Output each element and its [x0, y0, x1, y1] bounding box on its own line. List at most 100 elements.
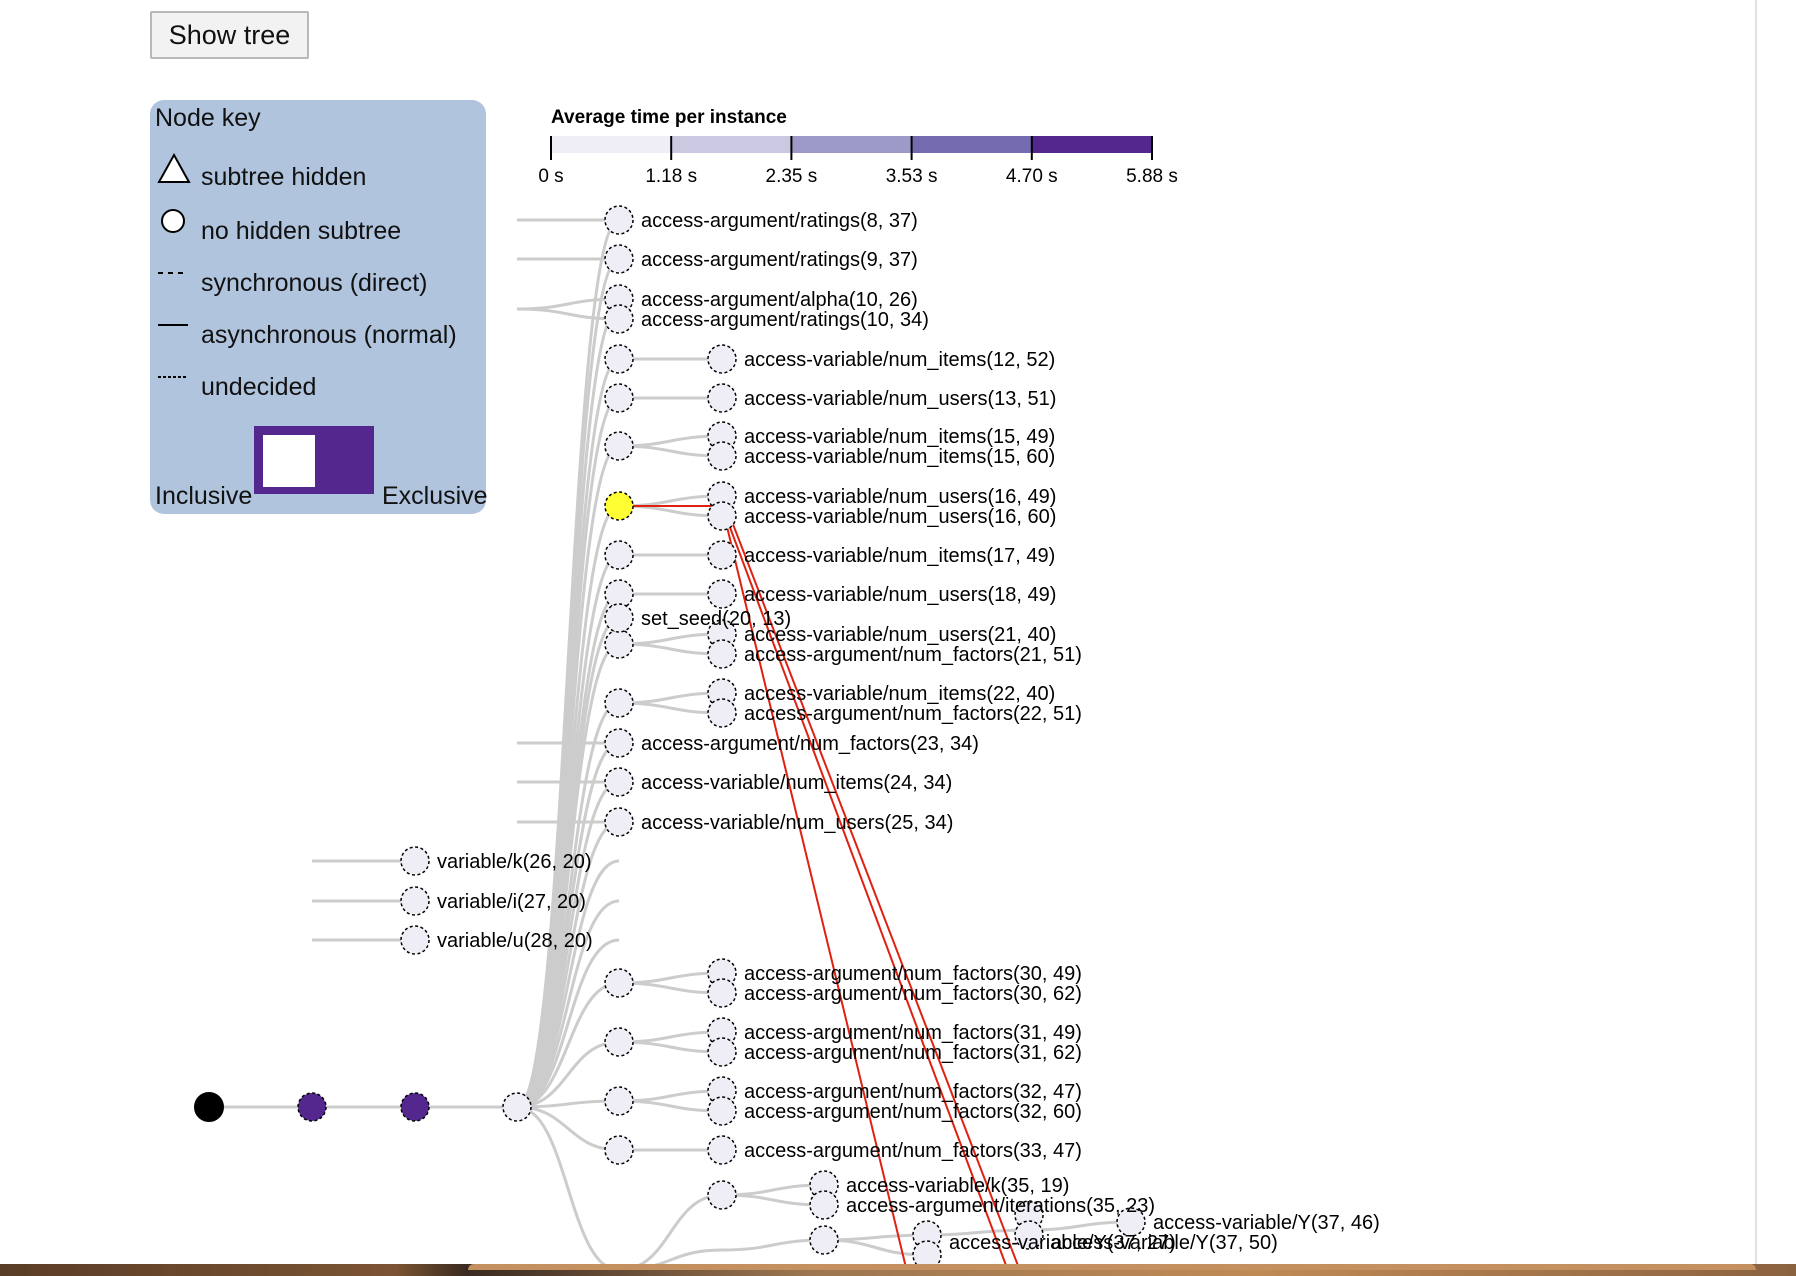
show-tree-button[interactable]: Show tree — [150, 11, 309, 59]
tree-node[interactable] — [297, 1092, 327, 1122]
tree-link — [1028, 1220, 1132, 1232]
node-label: access-argument/ratings(8, 37) — [641, 210, 918, 232]
tree-link — [618, 1040, 723, 1054]
node-label: variable/u(28, 20) — [437, 930, 593, 952]
node-label: access-variable/num_users(16, 49) — [744, 486, 1056, 508]
tree-node[interactable] — [809, 1225, 839, 1255]
leaf-node[interactable] — [809, 1170, 839, 1200]
tree-link — [721, 1193, 825, 1207]
leaf-node[interactable] — [400, 886, 430, 916]
tree-node[interactable] — [1014, 1200, 1044, 1230]
leaf-node[interactable] — [707, 540, 737, 570]
leaf-node[interactable] — [707, 501, 737, 531]
tree-node[interactable] — [604, 629, 634, 659]
leaf-node[interactable] — [604, 244, 634, 274]
leaf-node[interactable] — [707, 1037, 737, 1067]
key-no-hidden-subtree: no hidden subtree — [201, 217, 402, 245]
leaf-node[interactable] — [1116, 1207, 1146, 1237]
leaf-node[interactable] — [707, 383, 737, 413]
highlighted-node[interactable] — [604, 491, 634, 521]
circle-icon — [161, 209, 185, 233]
legend-swatch — [791, 136, 912, 153]
leaf-node[interactable] — [604, 728, 634, 758]
node-label: access-argument/num_factors(22, 51) — [744, 703, 1082, 725]
tree-node[interactable] — [604, 431, 634, 461]
tree-link — [618, 494, 723, 508]
leaf-node[interactable] — [707, 678, 737, 708]
tree-link — [721, 1183, 825, 1197]
leaf-node[interactable] — [707, 1017, 737, 1047]
tree-link — [618, 1099, 723, 1113]
legend-swatch — [671, 136, 792, 153]
node-label: access-argument/num_factors(23, 34) — [641, 733, 979, 755]
leaf-node[interactable] — [604, 603, 634, 633]
node-label: access-argument/num_factors(30, 62) — [744, 983, 1082, 1005]
path-line — [725, 505, 1023, 1276]
node-label: access-variable/num_items(24, 34) — [641, 772, 952, 794]
highlighted-path — [619, 505, 1023, 1276]
tree-node[interactable] — [1014, 1220, 1044, 1250]
leaf-node[interactable] — [604, 205, 634, 235]
node-label: access-variable/num_items(15, 60) — [744, 446, 1055, 468]
tree-node[interactable] — [604, 688, 634, 718]
leaf-node[interactable] — [400, 846, 430, 876]
tree-node[interactable] — [604, 383, 634, 413]
leaf-node[interactable] — [707, 1076, 737, 1106]
leaf-node[interactable] — [707, 978, 737, 1008]
tree-link — [618, 504, 723, 518]
leaf-node[interactable] — [707, 619, 737, 649]
leaf-node[interactable] — [707, 639, 737, 669]
node-label: variable/i(27, 20) — [437, 891, 586, 913]
leaf-node[interactable] — [707, 441, 737, 471]
tree-node[interactable] — [707, 1180, 737, 1210]
node-label: access-variable/num_users(16, 60) — [744, 506, 1056, 528]
leaf-node[interactable] — [400, 925, 430, 955]
leaf-node[interactable] — [604, 807, 634, 837]
node-label: access-variable/Y(37, 50) — [1051, 1232, 1278, 1254]
node-label: access-variable/Y(37, 27) — [949, 1232, 1176, 1254]
tree-link — [721, 1238, 825, 1252]
leaf-node[interactable] — [604, 767, 634, 797]
key-asynchronous: asynchronous (normal) — [201, 321, 457, 349]
legend-swatch — [911, 136, 1032, 153]
leaf-node[interactable] — [707, 481, 737, 511]
legend-title: Average time per instance — [551, 107, 787, 128]
key-synchronous: synchronous (direct) — [201, 269, 428, 297]
leaf-node[interactable] — [707, 958, 737, 988]
tree-node[interactable] — [400, 1092, 430, 1122]
key-undecided: undecided — [201, 373, 317, 401]
tree-link — [516, 1105, 620, 1272]
tree-node[interactable] — [604, 968, 634, 998]
node-label: variable/k(26, 20) — [437, 851, 592, 873]
tree-node[interactable] — [604, 540, 634, 570]
node-label: access-variable/num_items(15, 49) — [744, 426, 1055, 448]
root-node[interactable] — [194, 1092, 224, 1122]
leaf-node[interactable] — [707, 579, 737, 609]
leaf-node[interactable] — [707, 1096, 737, 1126]
leaf-node[interactable] — [604, 304, 634, 334]
tree-node[interactable] — [912, 1220, 942, 1250]
dashed-line-icon — [158, 272, 188, 274]
path-line — [721, 505, 909, 1276]
tree-node[interactable] — [912, 1240, 942, 1270]
key-exclusive: Exclusive — [382, 482, 488, 510]
leaf-node[interactable] — [809, 1190, 839, 1220]
leaf-node[interactable] — [604, 284, 634, 314]
tree-node[interactable] — [604, 1027, 634, 1057]
tree-nodes — [194, 205, 1146, 1270]
leaf-node[interactable] — [707, 1135, 737, 1165]
tree-node[interactable] — [604, 579, 634, 609]
tree-node[interactable] — [604, 344, 634, 374]
leaf-node[interactable] — [707, 344, 737, 374]
tree-node[interactable] — [502, 1092, 532, 1122]
key-inclusive: Inclusive — [155, 482, 253, 510]
node-label: access-variable/num_items(12, 52) — [744, 349, 1055, 371]
tree-node[interactable] — [604, 1135, 634, 1165]
tree-node[interactable] — [604, 1086, 634, 1116]
tree-link — [618, 691, 723, 705]
tree-link — [516, 616, 620, 1109]
tree-link — [618, 642, 723, 656]
leaf-node[interactable] — [707, 698, 737, 728]
leaf-node[interactable] — [707, 421, 737, 451]
legend-tick-label: 1.18 s — [645, 166, 697, 187]
